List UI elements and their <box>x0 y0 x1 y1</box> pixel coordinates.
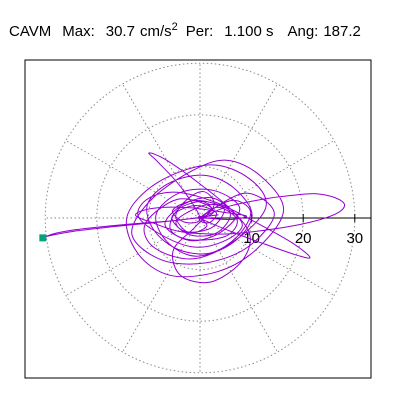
max-label: Max: <box>62 23 95 40</box>
grid-spoke <box>199 83 278 219</box>
angle-label: Ang: <box>287 23 318 40</box>
max-unit-exponent: 2 <box>172 21 178 33</box>
grid-spoke <box>65 140 201 219</box>
period-value: 1.100 s <box>224 23 273 40</box>
grid-spoke <box>65 217 201 296</box>
period-label: Per: <box>186 23 214 40</box>
station-code: CAVM <box>9 23 51 40</box>
peak-marker-layer <box>39 234 47 242</box>
motion-trace-0 <box>42 152 346 284</box>
grid-spoke <box>199 140 335 219</box>
grid-spoke <box>122 217 201 353</box>
motion-trace-layer <box>42 152 346 284</box>
radial-tick-label-20: 20 <box>295 230 312 247</box>
peak-marker <box>39 234 47 242</box>
header-text: CAVM Max: 30.7 cm/s2 Per: 1.100 s Ang: 187.2 <box>9 21 361 40</box>
plot-frame <box>24 59 372 379</box>
radial-tick-label-10: 10 <box>243 230 260 247</box>
grid-spoke <box>199 217 278 353</box>
grid-spoke <box>199 217 335 296</box>
radial-tick-label-30: 30 <box>346 230 363 247</box>
max-value: 30.7 <box>106 23 135 40</box>
max-unit: cm/s <box>140 23 172 40</box>
grid-spoke <box>122 83 201 219</box>
angle-value: 187.2 <box>323 23 361 40</box>
